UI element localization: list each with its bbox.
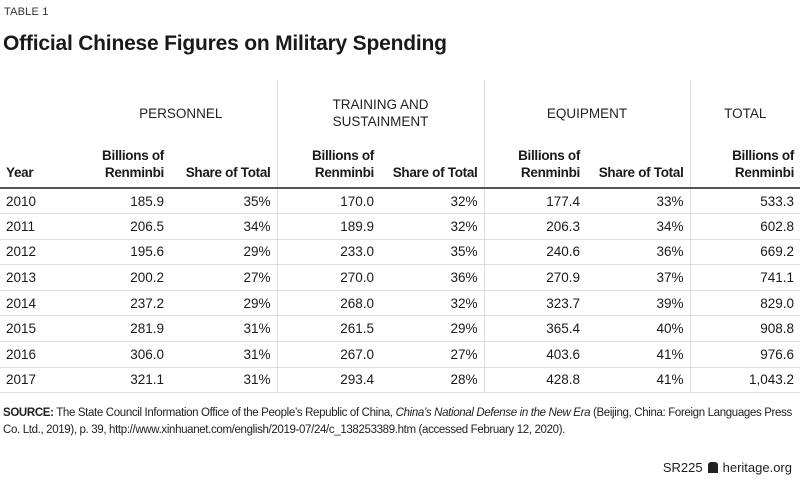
table-cell: 32% — [450, 295, 478, 311]
table-row: 2012 195.6 29% 233.0 35% 240.6 36% 669.2 — [0, 239, 800, 265]
table-cell: 669.2 — [689, 239, 800, 265]
table-cell: 270.9 — [483, 264, 587, 291]
table-cell: 741.1 — [689, 264, 800, 291]
table-cell: 35% — [450, 244, 478, 260]
table-cell: 34% — [243, 218, 271, 234]
table-cell: 365.4 — [483, 315, 587, 342]
table-cell: 27% — [450, 346, 478, 362]
table-cell: 270.0 — [276, 264, 380, 291]
table-row: 2010 185.9 35% 170.0 32% 177.4 33% 533.3 — [0, 188, 800, 214]
table-cell: 237.2 — [130, 295, 164, 311]
table-cell: 240.6 — [483, 239, 587, 265]
table-cell: 177.4 — [483, 188, 587, 214]
table-cell: 37% — [656, 270, 684, 286]
table-row: 2015 281.9 31% 261.5 29% 365.4 40% 908.8 — [0, 315, 800, 342]
table-cell: 829.0 — [689, 290, 800, 316]
column-header: Billions of Renminbi — [276, 146, 380, 188]
table-cell: 261.5 — [276, 315, 380, 342]
column-header: Year — [6, 165, 34, 180]
table-cell: 976.6 — [689, 341, 800, 368]
site-link[interactable]: heritage.org — [722, 460, 792, 475]
table-row: 2013 200.2 27% 270.0 36% 270.9 37% 741.1 — [0, 264, 800, 291]
table-cell: 40% — [656, 321, 684, 337]
report-code: SR225 — [662, 460, 703, 475]
table-cell: 306.0 — [130, 346, 164, 362]
source-note: SOURCE: The State Council Information Of… — [3, 407, 792, 436]
table-cell: 31% — [243, 372, 271, 388]
table-cell: 35% — [243, 193, 271, 209]
table-row: 2017 321.1 31% 293.4 28% 428.8 41% 1,043.2 — [0, 367, 800, 393]
table-cell: 29% — [243, 244, 271, 260]
table-cell: 602.8 — [689, 213, 800, 240]
table-row: 2014 237.2 29% 268.0 32% 323.7 39% 829.0 — [0, 290, 800, 316]
table-cell: 33% — [656, 193, 684, 209]
heritage-bell-icon — [707, 462, 718, 473]
table-cell: 170.0 — [276, 188, 380, 214]
table-row: 2016 306.0 31% 267.0 27% 403.6 41% 976.6 — [0, 341, 800, 368]
spending-table: PERSONNEL TRAINING AND SUSTAINMENT EQUIP… — [0, 80, 800, 393]
table-cell: 28% — [450, 372, 478, 388]
table-cell: 428.8 — [483, 367, 587, 393]
table-title: Official Chinese Figures on Military Spe… — [3, 32, 447, 55]
table-cell: 185.9 — [130, 193, 164, 209]
table-cell: 32% — [450, 218, 478, 234]
table-cell: 2012 — [6, 244, 37, 260]
table-cell: 29% — [450, 321, 478, 337]
table-cell: 2011 — [6, 218, 36, 234]
table-cell: 2016 — [6, 346, 37, 362]
table-cell: 2013 — [6, 270, 37, 286]
table-cell: 36% — [450, 270, 478, 286]
column-header: Billions of Renminbi — [102, 148, 164, 180]
table-cell: 1,043.2 — [689, 367, 800, 393]
group-total: TOTAL — [689, 80, 800, 146]
table-cell: 293.4 — [276, 367, 380, 393]
table-cell: 31% — [243, 321, 271, 337]
table-cell: 2014 — [6, 295, 37, 311]
table-cell: 195.6 — [130, 244, 164, 260]
table-cell: 323.7 — [483, 290, 587, 316]
table-cell: 281.9 — [130, 321, 164, 337]
table-cell: 29% — [243, 295, 271, 311]
table-cell: 267.0 — [276, 341, 380, 368]
table-cell: 268.0 — [276, 290, 380, 316]
column-header: Billions of Renminbi — [689, 146, 800, 188]
column-header: Share of Total — [392, 165, 478, 180]
table-cell: 36% — [656, 244, 684, 260]
table-cell: 403.6 — [483, 341, 587, 368]
table-cell: 2015 — [6, 321, 37, 337]
table-cell: 533.3 — [689, 188, 800, 214]
table-cell: 233.0 — [276, 239, 380, 265]
group-training: TRAINING AND SUSTAINMENT — [276, 80, 485, 146]
table-cell: 2010 — [6, 193, 37, 209]
table-cell: 200.2 — [130, 270, 164, 286]
table-cell: 2017 — [6, 372, 37, 388]
table-cell: 321.1 — [130, 372, 164, 388]
table-cell: 206.5 — [130, 218, 164, 234]
table-cell: 27% — [243, 270, 271, 286]
table-cell: 189.9 — [276, 213, 380, 240]
table-cell: 34% — [656, 218, 684, 234]
table-label: TABLE 1 — [4, 6, 49, 18]
column-header: Share of Total — [185, 165, 271, 180]
group-equipment: EQUIPMENT — [483, 80, 691, 146]
table-cell: 39% — [656, 295, 684, 311]
group-personnel: PERSONNEL — [139, 105, 223, 121]
column-header: Billions of Renminbi — [483, 146, 587, 188]
footer: SR225 heritage.org — [663, 460, 792, 475]
table-cell: 41% — [656, 372, 684, 388]
table-cell: 31% — [243, 346, 271, 362]
table-cell: 41% — [656, 346, 684, 362]
column-header: Share of Total — [598, 165, 684, 180]
table-cell: 32% — [450, 193, 478, 209]
table-cell: 908.8 — [689, 315, 800, 342]
table-cell: 206.3 — [483, 213, 587, 240]
table-row: 2011 206.5 34% 189.9 32% 206.3 34% 602.8 — [0, 213, 800, 240]
